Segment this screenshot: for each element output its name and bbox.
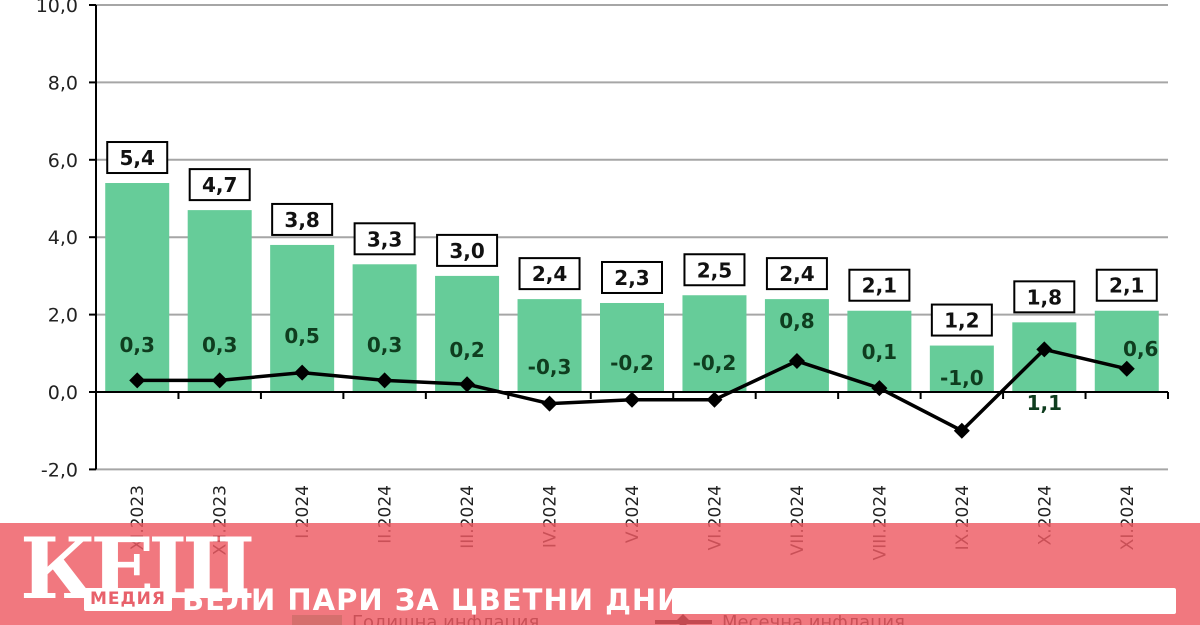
diamond-marker-icon <box>953 422 970 439</box>
monthly-value-label: -0,2 <box>693 351 737 375</box>
annual-bar <box>105 183 170 392</box>
diamond-marker-icon <box>871 380 888 397</box>
monthly-value-label: 0,1 <box>862 340 897 364</box>
y-tick-label: 2,0 <box>48 305 78 327</box>
diamond-marker-icon <box>129 372 146 389</box>
monthly-value-label: 0,3 <box>202 333 237 357</box>
annual-bar <box>517 299 582 392</box>
banner-white-bar <box>672 588 1176 614</box>
annual-label-box <box>683 253 746 287</box>
y-tick-label: 8,0 <box>48 72 78 94</box>
diamond-marker-icon <box>706 391 723 408</box>
monthly-inflation-line <box>129 341 1135 439</box>
data-labels: 5,4 4,7 3,8 3,3 3,0 2,4 2,3 2,5 2,4 2,1 1,2 1,8 2,1 0… <box>106 141 1158 415</box>
diamond-marker-icon <box>1036 341 1053 358</box>
annual-inflation-bars <box>105 183 1159 392</box>
monthly-value-label: 1,1 <box>1027 391 1062 415</box>
annual-value-label: 3,3 <box>367 227 402 251</box>
annual-bar <box>600 302 664 392</box>
annual-value-label: 1,8 <box>1027 285 1062 309</box>
annual-label-box <box>765 257 828 291</box>
diamond-marker-icon <box>211 372 228 389</box>
annual-bar <box>352 264 417 392</box>
monthly-value-label: -0,2 <box>610 351 654 375</box>
annual-value-label: 3,8 <box>284 208 319 232</box>
y-tick-label: 4,0 <box>48 227 78 249</box>
annual-label-box <box>436 233 499 267</box>
annual-label-box <box>353 222 416 256</box>
y-tick-label: -2,0 <box>41 459 78 481</box>
annual-label-box <box>518 257 581 291</box>
diamond-marker-icon <box>788 353 805 370</box>
monthly-value-label: 0,3 <box>367 333 402 357</box>
monthly-value-label: 0,3 <box>120 333 155 357</box>
annual-label-box <box>848 268 911 302</box>
annual-label-box <box>601 260 663 294</box>
annual-label-box <box>188 168 251 202</box>
monthly-value-label: 0,8 <box>779 309 814 333</box>
annual-label-box <box>930 303 993 337</box>
monthly-value-label: 0,2 <box>449 338 484 362</box>
annual-bar <box>187 210 252 392</box>
annual-value-label: 5,4 <box>120 146 155 170</box>
annual-bar <box>435 275 500 392</box>
banner-slogan: БЕЛИ ПАРИ ЗА ЦВЕТНИ ДНИ <box>182 583 683 617</box>
annual-value-label: 2,1 <box>862 274 897 298</box>
annual-value-label: 2,4 <box>532 262 567 286</box>
annual-label-box <box>1013 280 1076 314</box>
brand-banner: КЕШ МЕДИЯ БЕЛИ ПАРИ ЗА ЦВЕТНИ ДНИ <box>0 523 1200 625</box>
annual-value-label: 2,5 <box>697 258 732 282</box>
annual-bar <box>1094 310 1159 392</box>
annual-bar <box>847 310 912 392</box>
y-tick-label: 0,0 <box>48 382 78 404</box>
annual-bar <box>764 299 829 392</box>
monthly-value-label: -0,3 <box>528 355 572 379</box>
annual-bar <box>682 295 747 392</box>
diamond-marker-icon <box>459 376 476 393</box>
diamond-marker-icon <box>1118 360 1135 377</box>
diamond-marker-icon <box>376 372 393 389</box>
monthly-value-label: -1,0 <box>940 366 984 390</box>
y-axis-ticks: -2,0 0,0 2,0 4,0 6,0 8,0 10,0 <box>36 0 96 481</box>
y-tick-label: 6,0 <box>48 150 78 172</box>
kesh-media-logo[interactable]: КЕШ МЕДИЯ <box>20 527 255 621</box>
annual-label-box <box>106 141 169 175</box>
monthly-value-label: 0,5 <box>284 324 319 348</box>
annual-label-box <box>1095 268 1158 302</box>
annual-value-label: 3,0 <box>449 239 484 263</box>
annual-value-label: 2,4 <box>779 262 814 286</box>
annual-value-label: 2,1 <box>1109 274 1144 298</box>
monthly-value-label: 0,6 <box>1123 337 1158 361</box>
diamond-marker-icon <box>294 364 311 381</box>
logo-sub-text: МЕДИЯ <box>84 588 172 611</box>
diamond-marker-icon <box>624 391 640 408</box>
diamond-marker-icon <box>541 395 558 412</box>
annual-bar <box>929 345 994 392</box>
y-tick-label: 10,0 <box>36 0 78 17</box>
annual-value-label: 4,7 <box>202 173 237 197</box>
annual-value-label: 1,2 <box>944 309 979 333</box>
annual-label-box <box>271 202 334 236</box>
annual-value-label: 2,3 <box>614 266 649 290</box>
